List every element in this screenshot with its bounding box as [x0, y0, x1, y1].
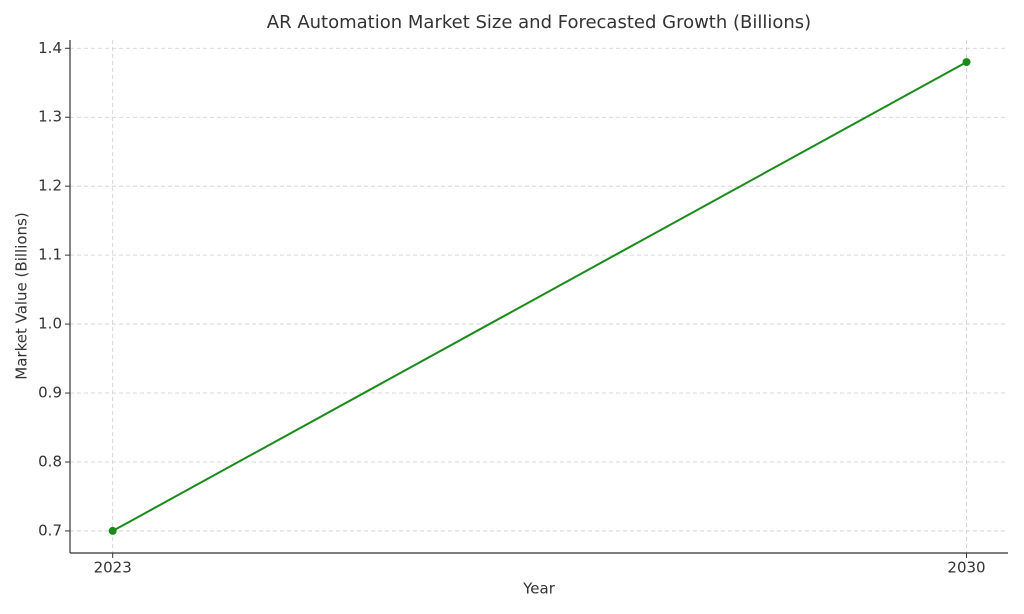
y-tick-label: 1.3 — [38, 108, 62, 126]
y-tick-label: 1.1 — [38, 246, 62, 264]
y-tick-label: 0.9 — [38, 384, 62, 402]
x-axis-label: Year — [522, 580, 556, 598]
x-tick-label: 2023 — [94, 559, 132, 577]
y-tick-label: 0.8 — [38, 452, 62, 470]
chart-title: AR Automation Market Size and Forecasted… — [267, 12, 811, 33]
y-tick-label: 1.4 — [38, 39, 62, 57]
y-tick-label: 0.7 — [38, 521, 62, 539]
x-tick-label: 2030 — [947, 559, 985, 577]
y-tick-label: 1.2 — [38, 177, 62, 195]
y-axis-label: Market Value (Billions) — [13, 212, 31, 379]
point — [108, 526, 117, 535]
line — [112, 61, 968, 532]
point — [962, 58, 971, 67]
y-tick-label: 1.0 — [38, 315, 62, 333]
